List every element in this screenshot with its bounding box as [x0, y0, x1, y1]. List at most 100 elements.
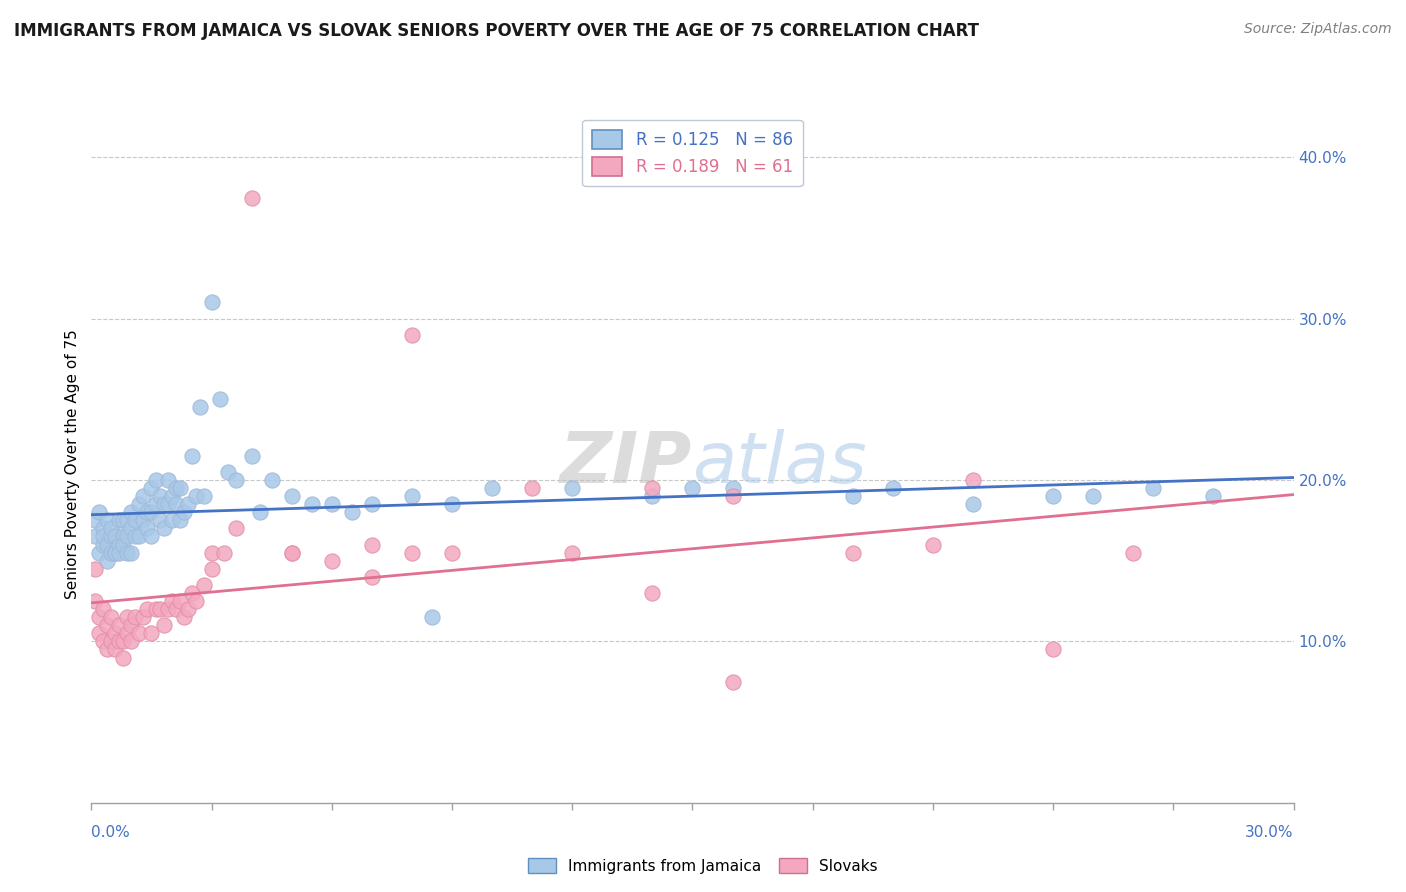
Point	[360, 537, 382, 551]
Point	[160, 594, 183, 608]
Point	[184, 489, 207, 503]
Point	[225, 473, 247, 487]
Point	[249, 505, 271, 519]
Point	[145, 602, 167, 616]
Point	[922, 537, 945, 551]
Point	[121, 618, 143, 632]
Point	[136, 521, 159, 535]
Point	[124, 529, 146, 543]
Point	[841, 489, 863, 503]
Point	[89, 610, 111, 624]
Text: atlas: atlas	[692, 429, 868, 499]
Point	[145, 473, 167, 487]
Point	[96, 618, 118, 632]
Point	[128, 497, 150, 511]
Point	[141, 529, 163, 543]
Point	[201, 295, 224, 310]
Point	[721, 674, 744, 689]
Point	[201, 546, 224, 560]
Point	[962, 497, 984, 511]
Point	[156, 473, 179, 487]
Point	[420, 610, 443, 624]
Point	[721, 481, 744, 495]
Point	[96, 513, 118, 527]
Point	[121, 546, 143, 560]
Point	[148, 513, 170, 527]
Point	[117, 610, 139, 624]
Point	[169, 594, 191, 608]
Point	[184, 594, 207, 608]
Point	[124, 610, 146, 624]
Point	[117, 513, 139, 527]
Point	[169, 513, 191, 527]
Point	[281, 546, 304, 560]
Point	[93, 634, 115, 648]
Point	[561, 481, 583, 495]
Point	[112, 650, 135, 665]
Point	[1042, 642, 1064, 657]
Text: 0.0%: 0.0%	[91, 825, 131, 840]
Point	[121, 505, 143, 519]
Point	[117, 626, 139, 640]
Point	[141, 481, 163, 495]
Point	[100, 529, 122, 543]
Point	[136, 505, 159, 519]
Legend: R = 0.125   N = 86, R = 0.189   N = 61: R = 0.125 N = 86, R = 0.189 N = 61	[582, 120, 803, 186]
Point	[128, 529, 150, 543]
Point	[360, 497, 382, 511]
Point	[148, 602, 170, 616]
Point	[128, 626, 150, 640]
Point	[93, 521, 115, 535]
Text: 30.0%: 30.0%	[1246, 825, 1294, 840]
Y-axis label: Seniors Poverty Over the Age of 75: Seniors Poverty Over the Age of 75	[65, 329, 80, 599]
Point	[641, 481, 664, 495]
Point	[124, 513, 146, 527]
Point	[100, 610, 122, 624]
Point	[104, 546, 127, 560]
Point	[104, 529, 127, 543]
Point	[132, 489, 155, 503]
Point	[681, 481, 703, 495]
Point	[108, 546, 131, 560]
Point	[112, 634, 135, 648]
Point	[1042, 489, 1064, 503]
Point	[281, 546, 304, 560]
Point	[321, 554, 343, 568]
Point	[212, 546, 235, 560]
Point	[180, 586, 202, 600]
Point	[340, 505, 363, 519]
Point	[104, 546, 127, 560]
Point	[641, 586, 664, 600]
Point	[1122, 546, 1144, 560]
Point	[882, 481, 904, 495]
Point	[108, 513, 131, 527]
Point	[132, 610, 155, 624]
Point	[89, 546, 111, 560]
Point	[112, 537, 135, 551]
Point	[360, 570, 382, 584]
Point	[93, 602, 115, 616]
Point	[96, 642, 118, 657]
Point	[89, 626, 111, 640]
Point	[165, 602, 187, 616]
Point	[165, 497, 187, 511]
Point	[84, 529, 107, 543]
Point	[145, 497, 167, 511]
Point	[962, 473, 984, 487]
Point	[321, 497, 343, 511]
Point	[173, 610, 195, 624]
Point	[152, 618, 174, 632]
Point	[96, 554, 118, 568]
Point	[112, 513, 135, 527]
Point	[84, 594, 107, 608]
Point	[176, 497, 198, 511]
Point	[1083, 489, 1105, 503]
Point	[104, 642, 127, 657]
Point	[173, 505, 195, 519]
Point	[156, 497, 179, 511]
Point	[401, 489, 423, 503]
Point	[112, 529, 135, 543]
Point	[440, 546, 463, 560]
Point	[160, 489, 183, 503]
Legend: Immigrants from Jamaica, Slovaks: Immigrants from Jamaica, Slovaks	[522, 852, 884, 880]
